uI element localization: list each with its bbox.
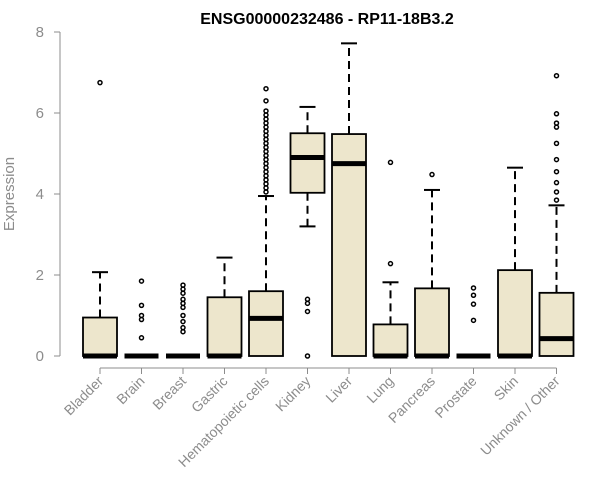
box-pancreas (414, 171, 450, 359)
outlier-point (429, 171, 435, 178)
y-tick-label: 8 (36, 24, 44, 41)
outlier-point (304, 300, 311, 307)
axes: 0 2 4 6 8 (36, 24, 557, 374)
outlier-point (138, 316, 145, 323)
box-liver (331, 42, 367, 357)
boxes (82, 42, 575, 359)
box-iqr (82, 316, 118, 357)
box-iqr (206, 296, 243, 357)
y-tick-label: 6 (36, 105, 44, 122)
box-skin (497, 166, 533, 359)
outlier-point (553, 197, 560, 203)
box-iqr (497, 269, 533, 357)
outlier-point (553, 189, 560, 195)
outlier-point (470, 317, 477, 324)
box-iqr (248, 290, 284, 357)
outlier-point (180, 304, 186, 311)
y-tick-label: 2 (36, 267, 44, 284)
box-breast (166, 282, 200, 359)
box-iqr (538, 291, 575, 357)
chart-title: ENSG00000232486 - RP11-18B3.2 (200, 11, 454, 28)
x-tick-label: Bladder (61, 373, 107, 419)
box-iqr (414, 287, 450, 357)
outlier-point (553, 168, 560, 175)
x-tick-label: Lung (363, 373, 396, 406)
box-brain (124, 278, 159, 359)
outlier-point (263, 189, 269, 195)
outlier-point (553, 156, 560, 163)
outlier-point (553, 140, 560, 147)
box-gastric (206, 256, 243, 359)
y-axis-label: Expression (1, 157, 18, 231)
box-bladder (82, 79, 118, 359)
box-iqr (289, 132, 326, 194)
outlier-point (304, 308, 311, 315)
outlier-point (97, 79, 103, 86)
x-tick-label: Prostate (431, 373, 479, 421)
box-prostate (456, 285, 491, 359)
x-tick-label: Brain (113, 373, 147, 407)
box-iqr (331, 133, 367, 357)
y-tick-label: 0 (36, 348, 44, 365)
box-hematopoietic-cells (248, 85, 284, 357)
x-tick-label: Skin (491, 373, 522, 404)
outlier-point (553, 124, 560, 130)
box-iqr (372, 323, 409, 357)
box-kidney (289, 105, 326, 359)
outlier-point (387, 260, 394, 267)
outlier-point (138, 278, 145, 284)
box-lung (372, 159, 409, 359)
outlier-point (263, 98, 269, 104)
outlier-point (470, 301, 477, 307)
outlier-point (138, 302, 145, 309)
outlier-point (180, 290, 186, 296)
outlier-point (180, 312, 186, 319)
outlier-point (470, 285, 477, 291)
outlier-point (138, 335, 145, 341)
x-tick-label: Unknown / Other (477, 373, 563, 459)
outlier-point (180, 318, 186, 325)
outlier-point (180, 328, 186, 335)
x-tick-label: Liver (322, 373, 355, 406)
outlier-point (263, 85, 269, 92)
y-tick-label: 4 (36, 186, 44, 203)
outlier-point (387, 159, 394, 166)
outlier-point (470, 292, 477, 298)
outlier-point (304, 353, 311, 359)
x-tick-label: Kidney (272, 373, 314, 415)
outlier-point (553, 179, 560, 186)
outlier-point (553, 111, 560, 117)
outlier-point (553, 72, 560, 79)
box-unknown-other (538, 72, 575, 357)
x-tick-label: Breast (149, 373, 189, 413)
